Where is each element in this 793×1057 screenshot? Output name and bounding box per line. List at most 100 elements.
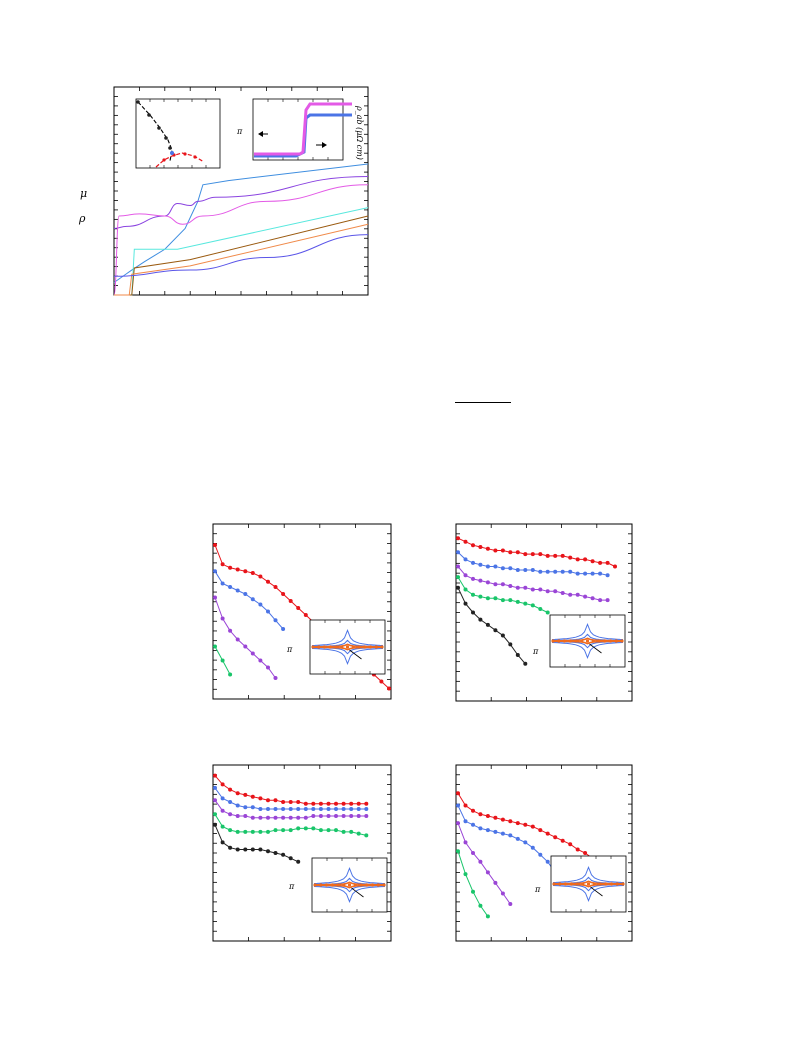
panel-lower-left-series-red-point <box>296 800 301 804</box>
panel-lower-right-series-red-point <box>530 824 535 829</box>
panel-upper-right-series-purple-point <box>463 573 468 578</box>
panel-upper-right-series-black-point <box>508 642 513 647</box>
panel-upper-right-series-green-point <box>508 598 513 603</box>
panel-lower-left-series-purple-point <box>243 814 248 818</box>
panel-upper-right-series-blue-point <box>523 568 528 572</box>
panel-lower-left-series-green-point <box>281 828 286 833</box>
panel-lower-left-series-green-point <box>356 831 361 836</box>
panel-upper-right-series-green-point <box>515 599 520 604</box>
panel-lower-right-series-red-point <box>515 821 520 826</box>
top-inset-phase-black-point <box>164 136 168 140</box>
panel-lower-right-series-green-point <box>463 872 468 877</box>
panel-upper-right-inset-orange-point <box>585 639 590 643</box>
panel-upper-right-inset-orange-point <box>597 639 601 643</box>
panel-upper-left-series-purple-point <box>213 595 217 600</box>
panel-lower-right-series-green-point <box>471 889 475 894</box>
panel-upper-left-inset-orange-point <box>357 645 361 649</box>
panel-lower-right-series-purple-point <box>456 821 460 826</box>
panel-lower-left-series-blue-point <box>334 807 338 811</box>
top-series-line-3 <box>114 207 369 296</box>
panel-upper-right-series-blue-point <box>471 560 475 565</box>
panel-lower-left-series-green-point <box>258 829 263 834</box>
panel-lower-right-inset-outer-curve-upper <box>552 865 625 883</box>
panel-lower-left-inset-orange-point <box>365 883 369 887</box>
panel-lower-left-series-red-point <box>266 798 270 803</box>
panel-upper-left-series-purple-point <box>258 658 263 663</box>
panel-lower-left-series-blue-point <box>250 805 255 810</box>
panel-upper-left-inset-orange-point <box>351 645 355 649</box>
panel-upper-right-series-red-point <box>493 548 498 553</box>
panel-lower-right-inset-pointer-line <box>590 886 603 897</box>
panel-upper-left-series-red-point <box>379 679 384 684</box>
panel-upper-right-series-black-line <box>457 587 526 665</box>
panel-lower-right-series-blue-point <box>500 831 505 836</box>
panel-upper-right-series-blue-point <box>605 573 610 578</box>
inset-pi-label-ul: π <box>287 645 293 654</box>
panel-upper-left-series-green-point <box>220 658 225 663</box>
panel-upper-right-series-purple-point <box>553 589 558 594</box>
panel-upper-left-series-purple-point <box>243 644 248 649</box>
panel-lower-left-inset-orange-point <box>336 883 340 887</box>
panel-upper-right-series-red-point <box>500 548 505 553</box>
panel-lower-left-series-green-point <box>250 829 255 834</box>
panel-upper-right-series-red-point <box>568 555 573 560</box>
panel-lower-right-inset-orange-point <box>581 882 585 886</box>
panel-lower-right-series-blue-point <box>508 833 513 838</box>
panel-upper-right-series-purple-point <box>605 598 610 603</box>
panel-upper-right-inset-orange-point <box>608 639 613 643</box>
panel-upper-right-inset-orange-point <box>574 639 578 643</box>
panel-upper-left-series-blue-point <box>281 627 286 631</box>
panel-lower-right-frame <box>455 764 633 942</box>
panel-lower-left-series-green-point <box>326 828 331 833</box>
panel-upper-right-inset-outer-curve-upper <box>551 622 624 640</box>
panel-upper-left-series-red-point <box>281 592 286 596</box>
panel-lower-left-series-red-point <box>273 798 278 803</box>
panel-upper-left-series-purple-point <box>266 665 270 670</box>
panel-lower-left-series-red-point <box>243 792 248 797</box>
panel-upper-right-series-green-point <box>456 575 460 580</box>
panel-lower-left-inset-orange-point <box>353 883 357 887</box>
panel-upper-left-inset-orange-point <box>340 645 344 649</box>
panel-upper-left-series-red-point <box>243 569 248 574</box>
horizontal-rule <box>455 402 511 403</box>
panel-upper-right-frame <box>455 523 633 702</box>
panel-upper-left-series-red-point <box>288 599 293 603</box>
panel-lower-left-series-purple-point <box>326 814 331 818</box>
panel-lower-left-series-green-point <box>349 829 354 834</box>
panel-upper-right-series-blue-point <box>538 569 543 574</box>
panel-lower-left-series-blue-point <box>356 807 361 811</box>
panel-upper-left-series-purple-point <box>220 616 225 621</box>
panel-lower-left-series-blue-point <box>281 807 286 811</box>
panel-upper-right-series-blue-point <box>478 562 483 567</box>
panel-upper-left-inset-orange-point <box>311 645 315 649</box>
panel-lower-left-series-green-point <box>288 828 293 833</box>
panel-upper-left-inset-orange-point <box>363 645 367 649</box>
panel-lower-right-series-purple-point <box>478 859 483 864</box>
panel-lower-left-inset-orange-point <box>342 883 346 887</box>
panel-lower-left-series-red-point <box>364 801 369 806</box>
figure-panel-upper-right <box>455 523 633 702</box>
panel-lower-left-series-black-point <box>258 847 263 852</box>
panel-upper-right-series-blue-point <box>485 564 490 569</box>
panel-upper-left-series-blue-point <box>258 602 263 607</box>
panel-lower-left-inset-orange-point <box>324 883 329 887</box>
panel-lower-left-series-black-point <box>213 822 217 827</box>
panel-lower-left-series-red-point <box>349 801 354 806</box>
panel-lower-left-series-red-point <box>303 801 308 806</box>
panel-lower-right-inset-orange-point <box>558 882 562 886</box>
panel-lower-right-series-red-point <box>523 822 528 827</box>
panel-upper-right-inset-orange-point <box>551 639 555 643</box>
panel-lower-left-series-red-point <box>258 796 263 801</box>
panel-upper-right-series-blue-point <box>598 571 603 576</box>
top-inset-arrow-left-head <box>258 131 263 137</box>
top-inset-arrow-right-head <box>322 142 327 148</box>
panel-upper-left-series-red-point <box>213 543 217 547</box>
panel-lower-right-inset-orange-point <box>569 882 573 886</box>
top-series-line-6 <box>113 234 369 277</box>
panel-upper-right-inset-orange-point <box>620 639 624 643</box>
panel-lower-right-series-red-point <box>508 819 513 824</box>
panel-upper-right-series-green-point <box>545 610 550 615</box>
panel-upper-right-series-blue-point <box>560 569 565 574</box>
panel-upper-right-series-red-point <box>538 552 543 557</box>
